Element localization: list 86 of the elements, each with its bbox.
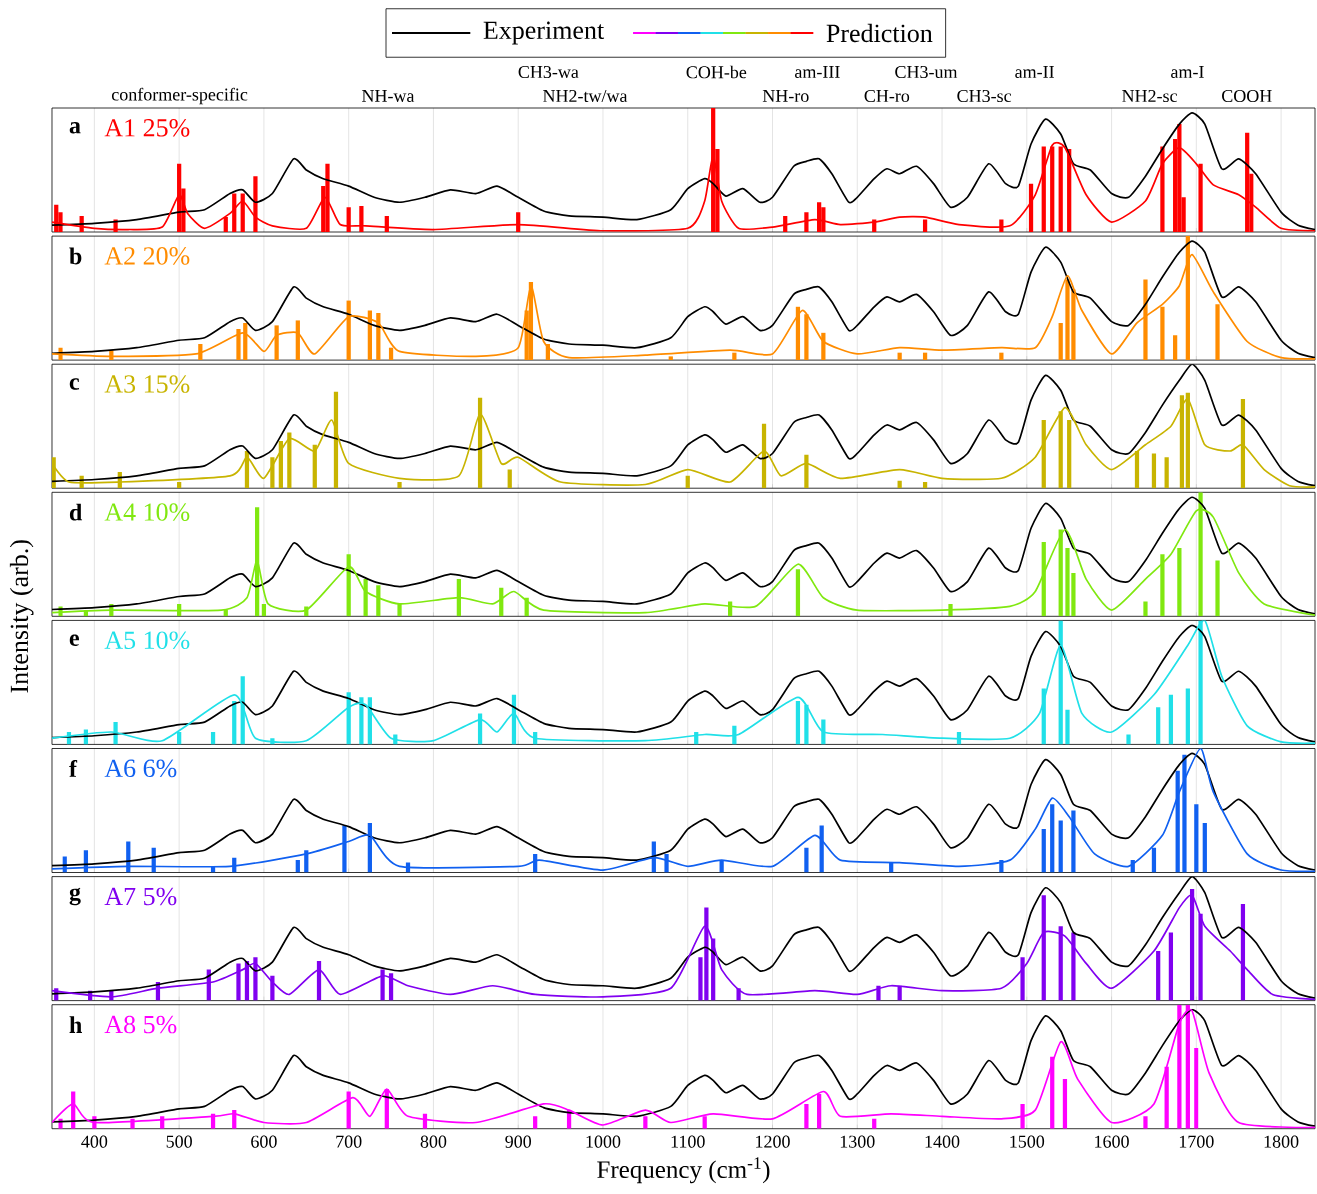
x-tick-label: 1200 bbox=[756, 1135, 790, 1148]
text: A5 10% bbox=[104, 631, 190, 650]
bar bbox=[922, 482, 928, 489]
bar bbox=[210, 732, 216, 745]
x-tick-label: 400 bbox=[81, 1135, 108, 1148]
x-tick-label: 1800 bbox=[1264, 1135, 1299, 1148]
bar bbox=[795, 701, 801, 745]
bar bbox=[643, 1116, 648, 1129]
bar bbox=[295, 860, 300, 873]
y-axis-title: Intensity (arb.) bbox=[9, 540, 34, 693]
text: NH-wa bbox=[361, 90, 415, 102]
bar bbox=[1067, 420, 1072, 489]
chart-title: d bbox=[69, 503, 83, 521]
text: A7 5% bbox=[104, 887, 177, 906]
x-axis-title: Frequency (cm$^{-1}$) bbox=[597, 1157, 770, 1184]
bar bbox=[1173, 335, 1178, 361]
text: am-III bbox=[795, 66, 840, 78]
chart-title: g bbox=[69, 887, 81, 906]
bar bbox=[1156, 707, 1161, 745]
x-tick-label: 900 bbox=[505, 1135, 532, 1148]
text: A4 10% bbox=[104, 503, 190, 521]
text: A2 20% bbox=[104, 247, 190, 265]
bar bbox=[922, 219, 928, 232]
bar bbox=[804, 1103, 809, 1129]
legend-label: Experiment bbox=[483, 21, 605, 45]
bar bbox=[1062, 1079, 1068, 1129]
text: CH3-um bbox=[895, 65, 958, 79]
x-tick-label: 800 bbox=[420, 1135, 447, 1148]
bar bbox=[507, 469, 512, 489]
x-tick-label: 1100 bbox=[671, 1135, 705, 1148]
x-tick-label: 600 bbox=[251, 1135, 277, 1148]
x-tick-label: 1500 bbox=[1010, 1135, 1045, 1148]
bar bbox=[1164, 457, 1169, 489]
bar bbox=[685, 475, 690, 489]
bar bbox=[1065, 709, 1070, 745]
bar bbox=[232, 701, 237, 745]
text: A6 6% bbox=[104, 759, 177, 778]
bar bbox=[1168, 932, 1174, 1001]
bar bbox=[261, 603, 267, 617]
text: CH3-sc bbox=[957, 89, 1012, 103]
bar bbox=[1058, 820, 1063, 873]
bar bbox=[1215, 560, 1220, 617]
bar bbox=[1126, 734, 1131, 745]
chart-title: f bbox=[69, 759, 78, 777]
bar bbox=[1194, 1048, 1199, 1129]
bar bbox=[397, 482, 402, 489]
text: CH3-wa bbox=[518, 65, 579, 79]
chart-title: h bbox=[69, 1016, 82, 1033]
bar bbox=[1202, 822, 1207, 873]
bar bbox=[1194, 804, 1199, 873]
bar bbox=[1143, 601, 1148, 617]
text: conformer-specific bbox=[111, 87, 248, 105]
x-tick-label: 1600 bbox=[1095, 1135, 1129, 1148]
bar bbox=[1151, 453, 1157, 489]
x-tick-label: 1700 bbox=[1179, 1135, 1214, 1148]
bar bbox=[804, 847, 809, 873]
text: am-I bbox=[1171, 66, 1204, 78]
x-tick-label: 1000 bbox=[586, 1135, 621, 1148]
bar bbox=[1058, 322, 1063, 361]
text: COOH bbox=[1222, 89, 1272, 103]
text: A3 15% bbox=[104, 375, 190, 393]
text: NH2-sc bbox=[1122, 89, 1177, 103]
chart-title: a bbox=[69, 122, 81, 134]
text: CH-ro bbox=[864, 89, 910, 103]
bar bbox=[1177, 548, 1182, 617]
x-tick-label: 500 bbox=[166, 1135, 192, 1148]
text: NH-ro bbox=[762, 90, 809, 102]
text: am-II bbox=[1015, 66, 1054, 78]
series-label: A1 25% bbox=[104, 119, 190, 137]
text: COH-be bbox=[686, 65, 747, 79]
chart-title: b bbox=[69, 247, 82, 265]
bar bbox=[1041, 829, 1046, 873]
x-tick-label: 1300 bbox=[840, 1135, 875, 1148]
x-tick-label: 1400 bbox=[925, 1135, 960, 1148]
text: A8 5% bbox=[104, 1015, 177, 1034]
bar bbox=[795, 569, 801, 617]
bar bbox=[177, 482, 182, 489]
legend-label: Prediction bbox=[826, 23, 933, 43]
x-tick-label: 700 bbox=[336, 1135, 362, 1148]
chart-title: e bbox=[69, 634, 79, 646]
bar bbox=[1185, 688, 1190, 745]
bar bbox=[533, 1116, 538, 1129]
text: NH2-tw/wa bbox=[543, 89, 628, 103]
bar bbox=[1168, 694, 1174, 745]
bar bbox=[1143, 1116, 1148, 1129]
chart-title: c bbox=[69, 378, 80, 390]
